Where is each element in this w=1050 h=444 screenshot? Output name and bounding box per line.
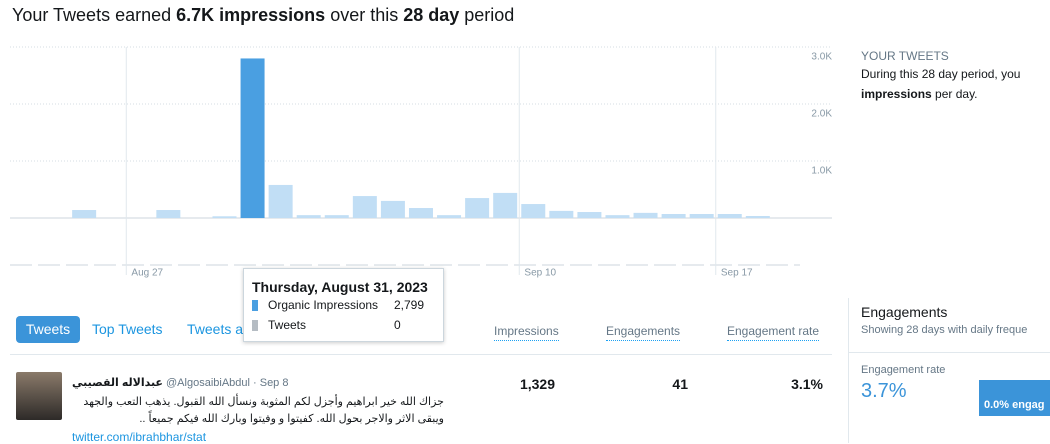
tweet-header: عبدالاله القصيبي @AlgosaibiAbdul · Sep 8 (72, 376, 288, 389)
tooltip-value: 2,799 (394, 298, 424, 312)
bar (437, 215, 461, 218)
side-text: impressions per day. (861, 87, 978, 101)
panel-subtitle: Showing 28 days with daily freque (861, 324, 1027, 336)
bar (634, 213, 658, 218)
tooltip-label: Tweets (268, 318, 306, 332)
bar (409, 208, 433, 218)
tweet-text: جزاك الله خير ابراهيم وأجزل لكم المثوبة … (72, 395, 444, 408)
side-text: During this 28 day period, you (861, 67, 1020, 81)
panel-title: Engagements (861, 304, 947, 320)
bar (297, 215, 321, 218)
tooltip-label: Organic Impressions (268, 298, 378, 312)
tweet-link[interactable]: twitter.com/ibrahbhar/stat (72, 430, 206, 444)
bar (662, 214, 686, 218)
y-tick-label: 3.0K (811, 52, 832, 63)
tooltip-value: 0 (394, 318, 401, 332)
divider (10, 354, 832, 355)
bar (325, 215, 349, 218)
rate-value: 3.7% (861, 380, 907, 403)
tab[interactable]: Top Tweets (92, 321, 163, 337)
bar (577, 212, 601, 218)
bar (690, 214, 714, 218)
bar (549, 211, 573, 218)
column-header[interactable]: Impressions (494, 324, 559, 341)
tweet-handle: @AlgosaibiAbdul · Sep 8 (166, 377, 288, 389)
bar (718, 214, 742, 218)
bar (381, 201, 405, 218)
tab-active[interactable]: Tweets (16, 316, 80, 343)
side-text: per day. (932, 87, 978, 101)
side-bold: impressions (861, 87, 932, 101)
rate-bar: 0.0% engag (979, 380, 1050, 416)
side-title: YOUR TWEETS (861, 49, 949, 63)
y-tick-label: 1.0K (811, 166, 832, 177)
rate-label: Engagement rate (861, 364, 945, 376)
x-tick-label: Aug 27 (131, 268, 163, 279)
x-tick-label: Sep 17 (721, 268, 753, 279)
engagements: 41 (598, 376, 688, 392)
column-header[interactable]: Engagement rate (727, 324, 819, 341)
impressions: 1,329 (465, 376, 555, 392)
bar (72, 210, 96, 218)
tweet-name: عبدالاله القصيبي (72, 377, 163, 389)
bar (493, 193, 517, 218)
chart: 1.0K 2.0K 3.0K Aug 27 Sep 10 Sep 17 (0, 0, 845, 290)
bar (156, 210, 180, 218)
legend-swatch (252, 320, 258, 331)
bar (605, 215, 629, 218)
y-tick-label: 2.0K (811, 109, 832, 120)
bar (746, 216, 770, 218)
column-header[interactable]: Engagements (606, 324, 680, 341)
bar (353, 196, 377, 218)
tab[interactable]: Tweets a (187, 321, 243, 337)
tweet-text: ويبقى الاثر والاجر بحول الله. كفيتوا و و… (72, 412, 444, 425)
bar (212, 216, 236, 218)
engagement-rate: 3.1% (733, 376, 823, 392)
panel-divider (849, 352, 1050, 353)
bar (269, 185, 293, 218)
bar (521, 204, 545, 218)
tooltip-title: Thursday, August 31, 2023 (252, 279, 428, 295)
page: Your Tweets earned 6.7K impressions over… (0, 0, 1050, 443)
bar (241, 58, 265, 218)
x-tick-label: Sep 10 (524, 268, 556, 279)
bar (465, 198, 489, 218)
avatar (16, 372, 62, 420)
legend-swatch (252, 300, 258, 311)
tooltip: Thursday, August 31, 2023 Organic Impres… (243, 268, 444, 342)
panel-divider (848, 298, 849, 443)
